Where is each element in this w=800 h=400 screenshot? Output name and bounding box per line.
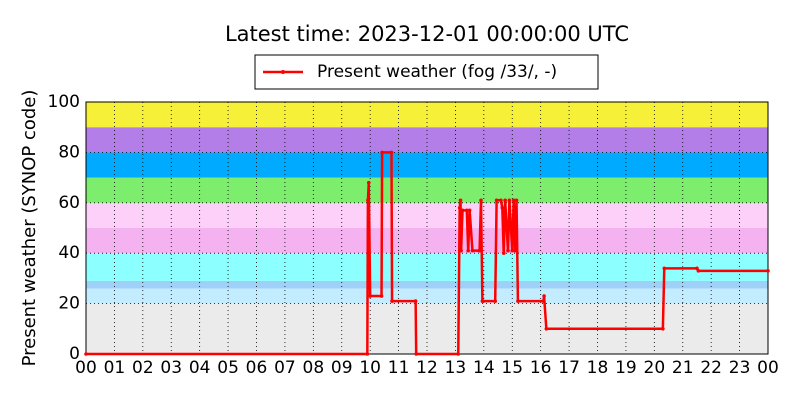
x-tick-label: 08 xyxy=(303,358,325,378)
data-point xyxy=(457,206,462,210)
data-point xyxy=(511,198,516,203)
y-tick-label: 0 xyxy=(69,344,80,364)
band xyxy=(86,253,768,281)
x-tick-label: 07 xyxy=(274,358,296,378)
x-tick-label: 00 xyxy=(75,358,97,378)
data-point xyxy=(368,294,372,298)
data-point xyxy=(379,294,384,298)
x-tick-label: 20 xyxy=(644,358,666,378)
data-point xyxy=(456,352,461,356)
data-point xyxy=(662,266,667,271)
data-point xyxy=(390,299,394,303)
x-tick-label: 10 xyxy=(359,358,381,378)
x-tick-label: 22 xyxy=(700,358,722,378)
data-point xyxy=(458,198,463,203)
x-tick-label: 11 xyxy=(388,358,410,378)
chart-title: Latest time: 2023-12-01 00:00:00 UTC xyxy=(225,22,629,46)
data-point xyxy=(510,248,515,253)
x-tick-label: 17 xyxy=(558,358,580,378)
data-point xyxy=(466,248,471,253)
data-point xyxy=(414,352,419,356)
data-point xyxy=(389,150,394,155)
data-point xyxy=(501,251,506,255)
data-point xyxy=(477,248,482,253)
data-point xyxy=(544,327,549,331)
data-point xyxy=(380,150,384,155)
data-point xyxy=(470,248,475,253)
legend-label: Present weather (fog /33/, -) xyxy=(317,62,557,82)
data-point xyxy=(493,299,498,303)
band xyxy=(86,280,768,289)
data-point xyxy=(413,299,418,303)
x-tick-label: 15 xyxy=(501,358,523,378)
series-line xyxy=(86,151,768,356)
x-tick-label: 13 xyxy=(445,358,467,378)
x-tick-label: 19 xyxy=(615,358,637,378)
legend-box xyxy=(254,54,599,90)
data-point xyxy=(480,299,485,303)
x-tick-label: 18 xyxy=(587,358,609,378)
data-point xyxy=(467,208,472,213)
legend-marker xyxy=(281,70,285,74)
data-point xyxy=(459,248,463,253)
x-tick-label: 23 xyxy=(729,358,751,378)
data-point xyxy=(696,269,701,273)
y-tick-label: 40 xyxy=(58,243,80,263)
data-point xyxy=(503,198,507,203)
data-point xyxy=(494,198,499,203)
x-tick-label: 03 xyxy=(160,358,182,378)
x-tick-label: 21 xyxy=(672,358,694,378)
y-tick-label: 80 xyxy=(58,142,80,162)
y-axis-label: Present weather (SYNOP code) xyxy=(19,90,40,367)
y-tick-label: 100 xyxy=(48,92,80,112)
data-point xyxy=(84,352,88,356)
data-point xyxy=(479,198,483,203)
data-point xyxy=(513,248,517,253)
data-point xyxy=(365,352,370,356)
x-tick-label: 02 xyxy=(132,358,154,378)
band xyxy=(86,127,768,153)
x-tick-label: 06 xyxy=(246,358,268,378)
data-point xyxy=(514,198,519,203)
x-tick-label: 14 xyxy=(473,358,495,378)
y-tick-label: 60 xyxy=(58,193,80,213)
data-point xyxy=(542,294,546,298)
data-point xyxy=(499,198,503,203)
data-point xyxy=(661,327,665,331)
x-tick-label: 04 xyxy=(189,358,211,378)
band xyxy=(86,228,768,254)
x-tick-label: 12 xyxy=(416,358,438,378)
band xyxy=(86,288,768,304)
data-point xyxy=(366,198,370,203)
data-point xyxy=(766,269,770,273)
x-tick-label: 00 xyxy=(757,358,779,378)
data-point xyxy=(506,248,510,253)
band xyxy=(86,152,768,178)
data-point xyxy=(500,206,505,210)
x-tick-label: 01 xyxy=(104,358,126,378)
x-tick-label: 05 xyxy=(217,358,239,378)
data-point xyxy=(541,299,546,303)
data-point xyxy=(460,208,465,213)
data-point xyxy=(516,299,520,303)
x-tick-label: 16 xyxy=(530,358,552,378)
data-point xyxy=(464,208,469,213)
data-point xyxy=(507,198,512,203)
x-tick-label: 09 xyxy=(331,358,353,378)
y-tick-label: 20 xyxy=(58,294,80,314)
data-point xyxy=(366,180,371,185)
